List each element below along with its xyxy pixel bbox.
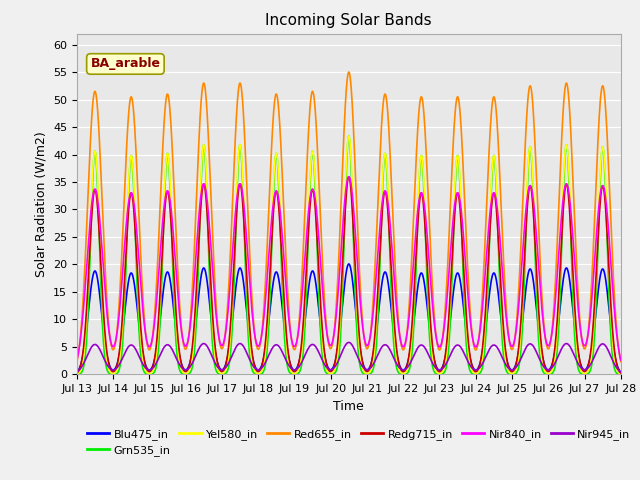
Nir945_in <box>567 345 575 350</box>
Grn535_in <box>567 228 575 234</box>
Line: Yel580_in: Yel580_in <box>77 136 621 374</box>
Grn535_in <box>282 344 289 349</box>
Redg715_in <box>138 338 146 344</box>
Redg715_in <box>73 370 81 376</box>
Yel580_in <box>564 154 572 160</box>
Blu475_in <box>588 344 596 349</box>
Blu475_in <box>617 369 625 375</box>
Nir840_in <box>413 212 421 217</box>
Grn535_in <box>138 360 146 366</box>
Nir945_in <box>138 360 146 365</box>
Red655_in <box>138 276 146 282</box>
Nir945_in <box>588 359 596 365</box>
Line: Grn535_in: Grn535_in <box>77 136 621 374</box>
Red655_in <box>345 69 353 75</box>
Red655_in <box>588 273 596 278</box>
Grn535_in <box>617 372 625 377</box>
Nir840_in <box>617 357 625 363</box>
Yel580_in <box>617 371 625 377</box>
Red655_in <box>282 239 289 244</box>
Blu475_in <box>345 261 353 267</box>
Redg715_in <box>617 370 625 376</box>
Yel580_in <box>282 324 289 329</box>
Yel580_in <box>345 133 353 139</box>
Nir945_in <box>413 346 421 351</box>
Redg715_in <box>413 229 421 235</box>
Redg715_in <box>564 189 572 194</box>
Redg715_in <box>567 225 575 231</box>
Grn535_in <box>413 229 421 235</box>
Yel580_in <box>138 348 146 353</box>
Nir945_in <box>282 356 289 361</box>
Line: Nir840_in: Nir840_in <box>77 177 621 360</box>
Nir840_in <box>588 293 596 299</box>
Legend: Blu475_in, Grn535_in, Yel580_in, Red655_in, Redg715_in, Nir840_in, Nir945_in: Blu475_in, Grn535_in, Yel580_in, Red655_… <box>83 424 635 460</box>
Red655_in <box>567 126 575 132</box>
Blu475_in <box>567 285 575 291</box>
Redg715_in <box>588 336 596 342</box>
Nir840_in <box>138 296 146 302</box>
Nir945_in <box>617 369 625 375</box>
X-axis label: Time: Time <box>333 400 364 413</box>
Grn535_in <box>73 372 81 377</box>
Nir945_in <box>345 339 353 345</box>
Nir840_in <box>345 174 353 180</box>
Blu475_in <box>73 369 81 375</box>
Yel580_in <box>567 209 575 215</box>
Blu475_in <box>564 268 572 274</box>
Red655_in <box>617 359 625 365</box>
Grn535_in <box>345 133 353 139</box>
Redg715_in <box>282 314 289 320</box>
Nir840_in <box>567 206 575 212</box>
Blu475_in <box>282 331 289 336</box>
Blu475_in <box>413 288 421 293</box>
Nir945_in <box>73 369 81 375</box>
Red655_in <box>413 134 421 140</box>
Text: BA_arable: BA_arable <box>90 58 161 71</box>
Grn535_in <box>588 360 596 366</box>
Redg715_in <box>345 174 353 180</box>
Red655_in <box>564 88 572 94</box>
Red655_in <box>73 359 81 365</box>
Line: Nir945_in: Nir945_in <box>77 342 621 372</box>
Nir840_in <box>73 358 81 363</box>
Yel580_in <box>413 212 421 217</box>
Line: Blu475_in: Blu475_in <box>77 264 621 372</box>
Nir840_in <box>564 185 572 191</box>
Line: Red655_in: Red655_in <box>77 72 621 362</box>
Nir945_in <box>564 341 572 347</box>
Line: Redg715_in: Redg715_in <box>77 177 621 373</box>
Yel580_in <box>588 346 596 352</box>
Title: Incoming Solar Bands: Incoming Solar Bands <box>266 13 432 28</box>
Nir840_in <box>282 272 289 278</box>
Yel580_in <box>73 371 81 377</box>
Blu475_in <box>138 345 146 350</box>
Y-axis label: Solar Radiation (W/m2): Solar Radiation (W/m2) <box>35 131 47 277</box>
Grn535_in <box>564 158 572 164</box>
